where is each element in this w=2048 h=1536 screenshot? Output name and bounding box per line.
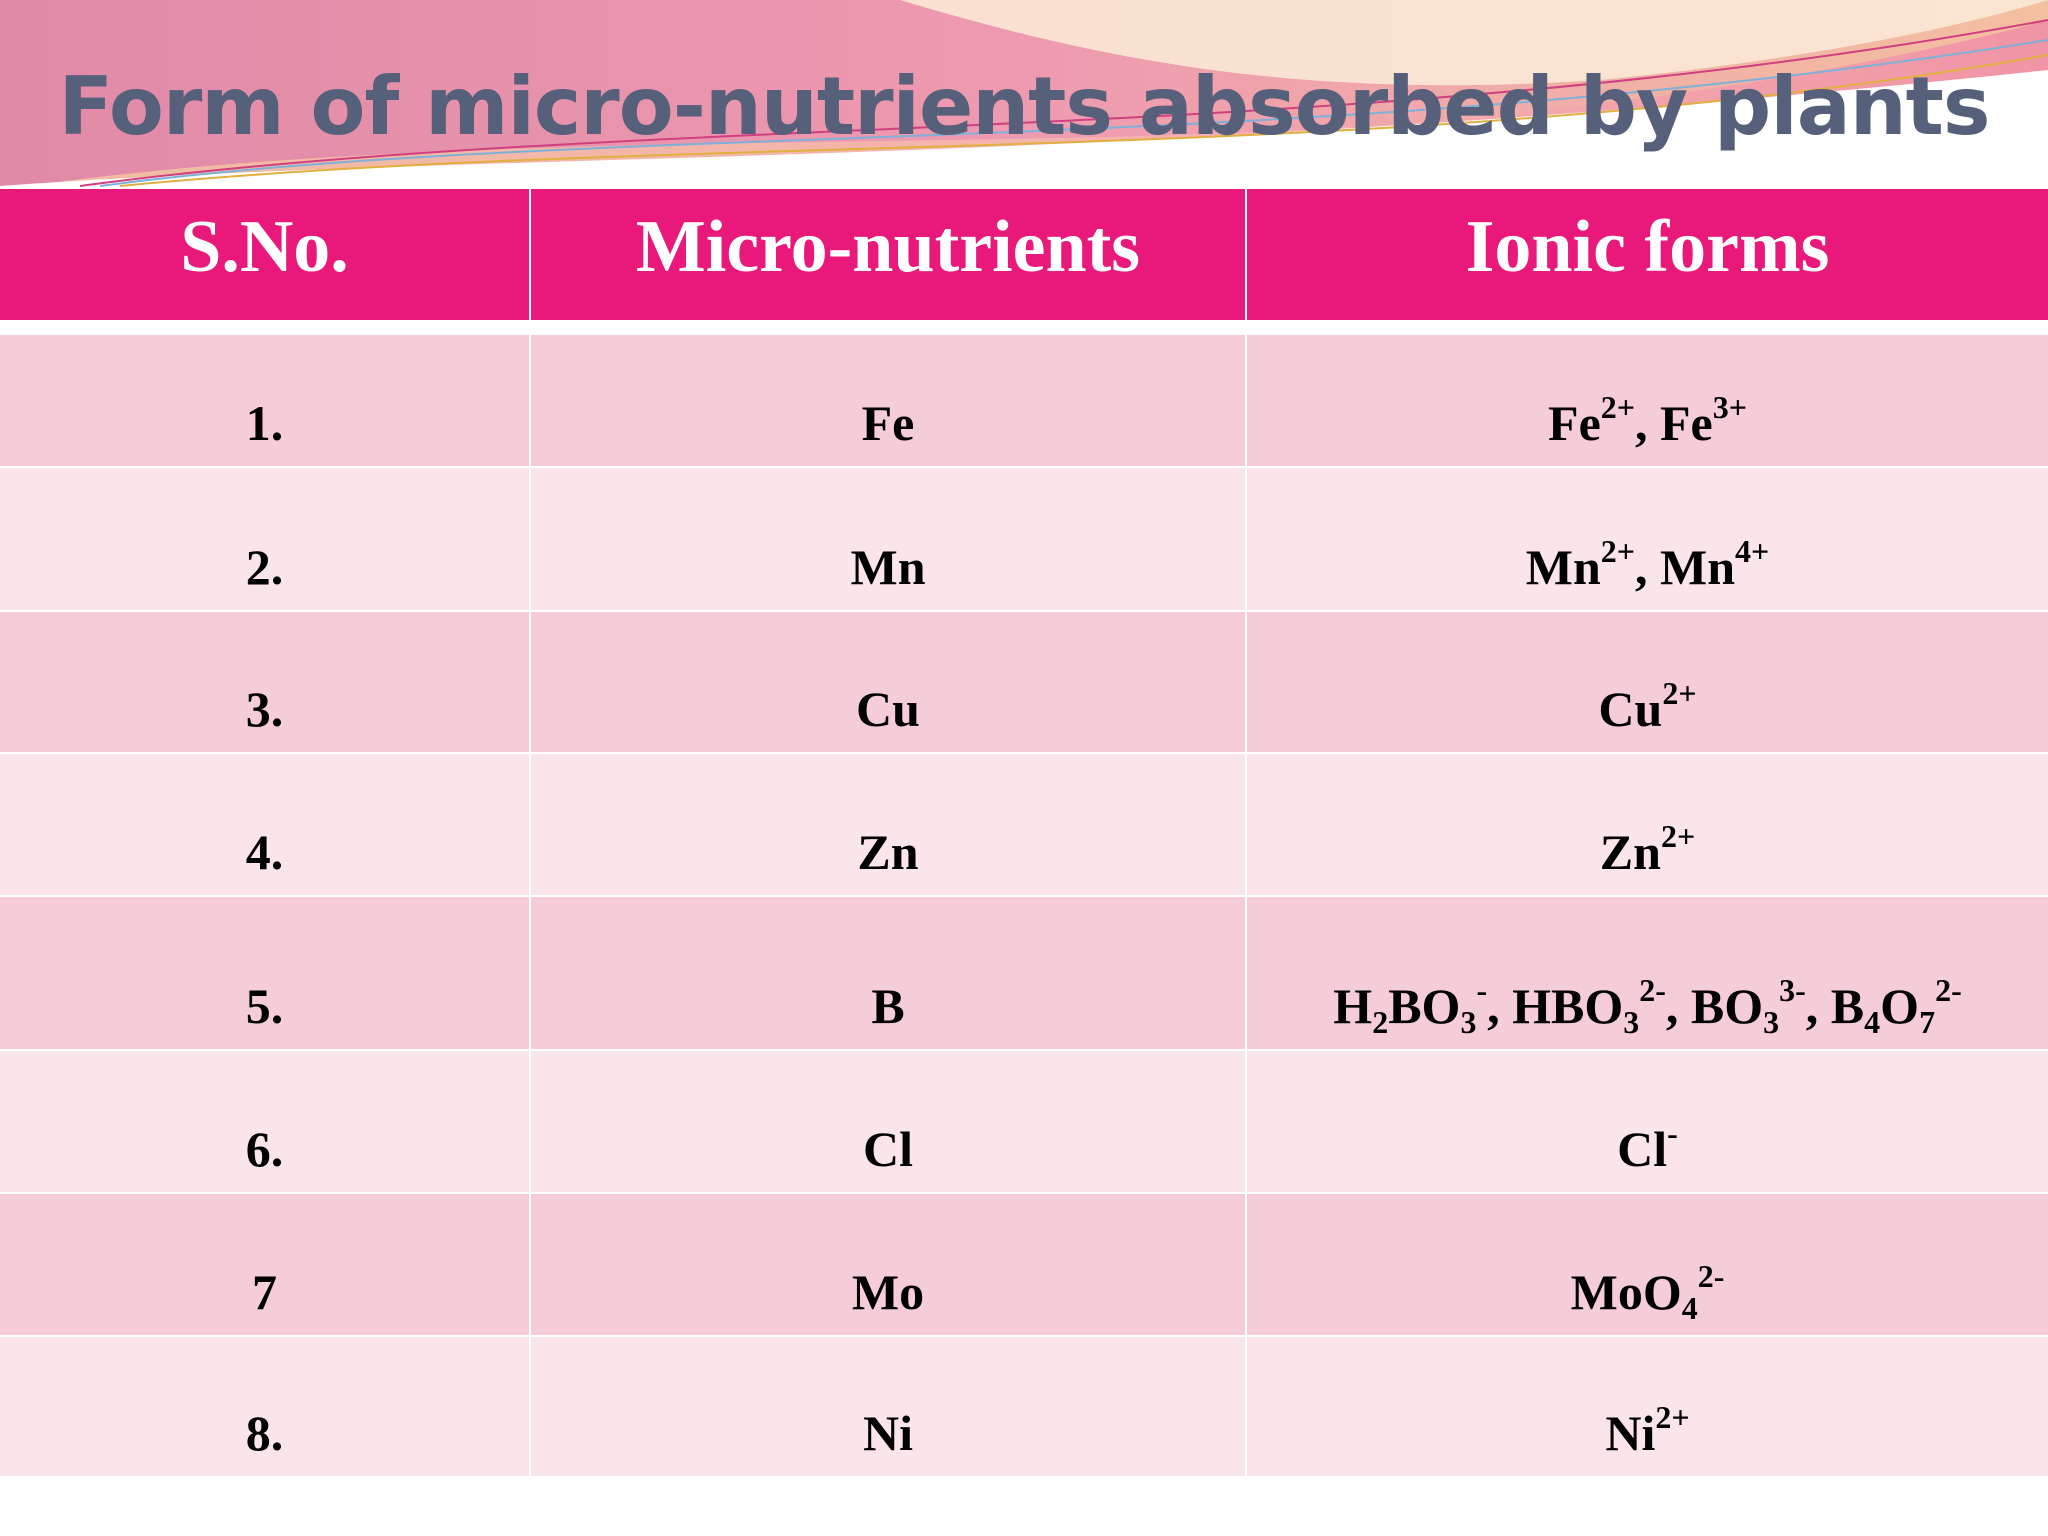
ion-text: H <box>1333 978 1373 1034</box>
table-cell: B <box>531 897 1245 1049</box>
table-cell: 4. <box>0 754 529 895</box>
ion-sub: 7 <box>1919 1004 1936 1040</box>
ionic-form: Mn2+, Mn4+ <box>1525 533 1769 596</box>
ionic-form: MoO42- <box>1570 1258 1725 1326</box>
ion-text: Mn <box>1525 539 1601 595</box>
ion-sup: 4+ <box>1735 533 1770 569</box>
table-cell: 7 <box>0 1194 529 1335</box>
table-cell: 8. <box>0 1337 529 1476</box>
ion-text: O <box>1880 978 1920 1034</box>
ionic-form: H2BO3-, HBO32-, BO33-, B4O72- <box>1333 972 1961 1040</box>
ionic-form: Cl- <box>1617 1115 1678 1178</box>
table-cell: MoO42- <box>1247 1194 2048 1335</box>
ion-text: Cu <box>1598 681 1663 737</box>
ion-text: Cl <box>1617 1121 1668 1177</box>
header-cell: S.No. <box>0 189 529 320</box>
ionic-form: Cu2+ <box>1598 675 1696 738</box>
ion-text: Ni <box>1605 1405 1656 1461</box>
table-cell: Mn <box>531 468 1245 610</box>
ion-sup: 2- <box>1697 1258 1725 1294</box>
ion-sup: - <box>1667 1115 1678 1151</box>
ion-sub: 3 <box>1460 1004 1477 1040</box>
header-cell: Ionic forms <box>1247 189 2048 320</box>
ion-text: Fe <box>1548 395 1601 451</box>
table-cell: Cu2+ <box>1247 612 2048 752</box>
table-cell: Ni <box>531 1337 1245 1476</box>
table-cell: Mn2+, Mn4+ <box>1247 468 2048 610</box>
ionic-form: Fe2+, Fe3+ <box>1548 389 1747 452</box>
table-cell: 5. <box>0 897 529 1049</box>
ion-sup: 2+ <box>1600 533 1635 569</box>
table-cell: 6. <box>0 1051 529 1192</box>
table-cell: Cl <box>531 1051 1245 1192</box>
ion-sup: 2+ <box>1600 389 1635 425</box>
slide-title: Form of micro-nutrients absorbed by plan… <box>58 60 1990 153</box>
ion-sup: 3+ <box>1712 389 1747 425</box>
ionic-form: Ni2+ <box>1605 1399 1689 1462</box>
table-cell: Fe <box>531 335 1245 466</box>
ion-text: MoO <box>1570 1264 1682 1320</box>
table-cell: Zn <box>531 754 1245 895</box>
table-cell: H2BO3-, HBO32-, BO33-, B4O72- <box>1247 897 2048 1049</box>
table-cell: Cu <box>531 612 1245 752</box>
table-cell: Zn2+ <box>1247 754 2048 895</box>
ion-sup: 2+ <box>1655 1399 1690 1435</box>
header-cell: Micro-nutrients <box>531 189 1245 320</box>
ion-sub: 2 <box>1372 1004 1389 1040</box>
ion-sup: 2- <box>1639 972 1666 1008</box>
ion-sup: 2- <box>1935 972 1962 1008</box>
table-cell: Mo <box>531 1194 1245 1335</box>
ion-text: , B <box>1805 978 1865 1034</box>
ion-sup: 2+ <box>1660 818 1696 854</box>
ion-sub: 3 <box>1623 1004 1640 1040</box>
ion-sub: 4 <box>1681 1290 1698 1326</box>
table-cell: 1. <box>0 335 529 466</box>
ion-text: , Mn <box>1635 539 1735 595</box>
ion-text: Zn <box>1599 824 1661 880</box>
table-cell: Fe2+, Fe3+ <box>1247 335 2048 466</box>
ion-text: , HBO <box>1487 978 1624 1034</box>
ion-sup: 3- <box>1779 972 1806 1008</box>
ion-text: , Fe <box>1635 395 1713 451</box>
header-decoration <box>0 0 2048 200</box>
table-cell: 3. <box>0 612 529 752</box>
ion-text: BO <box>1388 978 1461 1034</box>
ion-sup: - <box>1476 972 1488 1008</box>
ion-sub: 3 <box>1763 1004 1780 1040</box>
table-cell: Ni2+ <box>1247 1337 2048 1476</box>
table-cell: 2. <box>0 468 529 610</box>
table-cell: Cl- <box>1247 1051 2048 1192</box>
ion-sub: 4 <box>1864 1004 1881 1040</box>
ionic-form: Zn2+ <box>1599 818 1695 881</box>
ion-text: , BO <box>1665 978 1764 1034</box>
ion-sup: 2+ <box>1662 675 1697 711</box>
